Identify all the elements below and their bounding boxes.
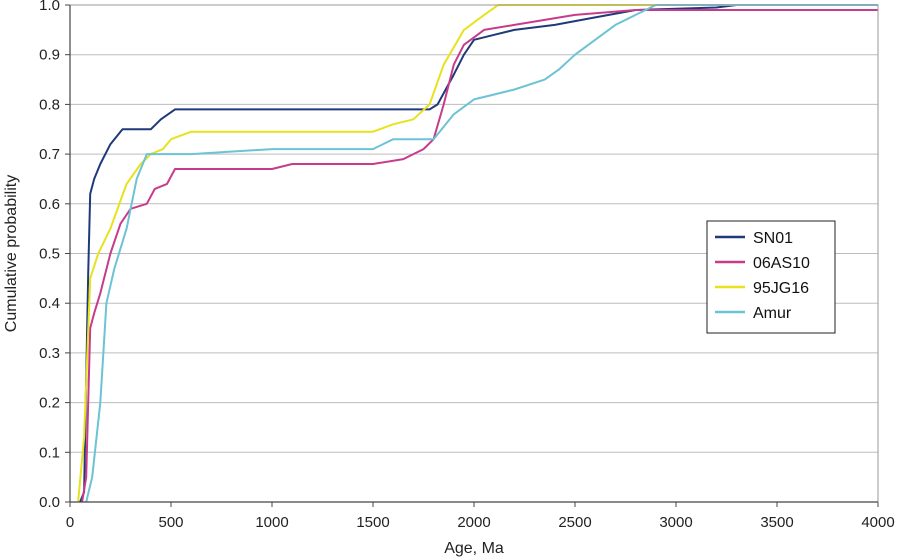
x-tick-label: 2500 <box>558 514 591 531</box>
y-tick-label: 0.3 <box>39 345 60 362</box>
y-tick-label: 0.9 <box>39 47 60 64</box>
legend-label-06as10: 06AS10 <box>753 255 810 272</box>
x-axis-label: Age, Ma <box>444 540 504 557</box>
series-line-sn01 <box>79 4 878 503</box>
x-tick-label: 3000 <box>659 514 692 531</box>
axes <box>65 4 879 507</box>
x-tick-label: 4000 <box>861 514 894 531</box>
y-tick-label: 0.7 <box>39 146 60 163</box>
x-tick-label: 500 <box>158 514 183 531</box>
x-tick-label: 1000 <box>255 514 288 531</box>
series-lines <box>77 4 878 503</box>
x-tick-label: 1500 <box>356 514 389 531</box>
series-line-amur <box>85 4 878 503</box>
y-tick-label: 0.0 <box>39 494 60 511</box>
legend-label-95jg16: 95JG16 <box>753 280 809 297</box>
legend-label-amur: Amur <box>753 305 792 322</box>
y-tick-label: 0.4 <box>39 295 60 312</box>
x-tick-label: 2000 <box>457 514 490 531</box>
series-line-95jg16 <box>77 4 878 503</box>
y-tick-label: 0.1 <box>39 444 60 461</box>
y-tick-label: 0.8 <box>39 96 60 113</box>
legend-label-sn01: SN01 <box>753 230 793 247</box>
legend: SN01 06AS10 95JG16 Amur <box>706 220 836 334</box>
legend-box <box>706 220 836 334</box>
y-tick-label: 1.0 <box>39 0 60 14</box>
y-axis-label: Cumulative probability <box>3 175 20 332</box>
y-tick-label: 0.5 <box>39 246 60 263</box>
y-tick-label: 0.6 <box>39 196 60 213</box>
y-tick-label: 0.2 <box>39 395 60 412</box>
series-line-06as10 <box>81 9 878 503</box>
x-tick-label: 0 <box>66 514 74 531</box>
x-tick-label: 3500 <box>760 514 793 531</box>
tick-labels: 0.0 0.1 0.2 0.3 0.4 0.5 0.6 0.7 0.8 0.9 1.0 0 500 100… <box>39 0 895 531</box>
